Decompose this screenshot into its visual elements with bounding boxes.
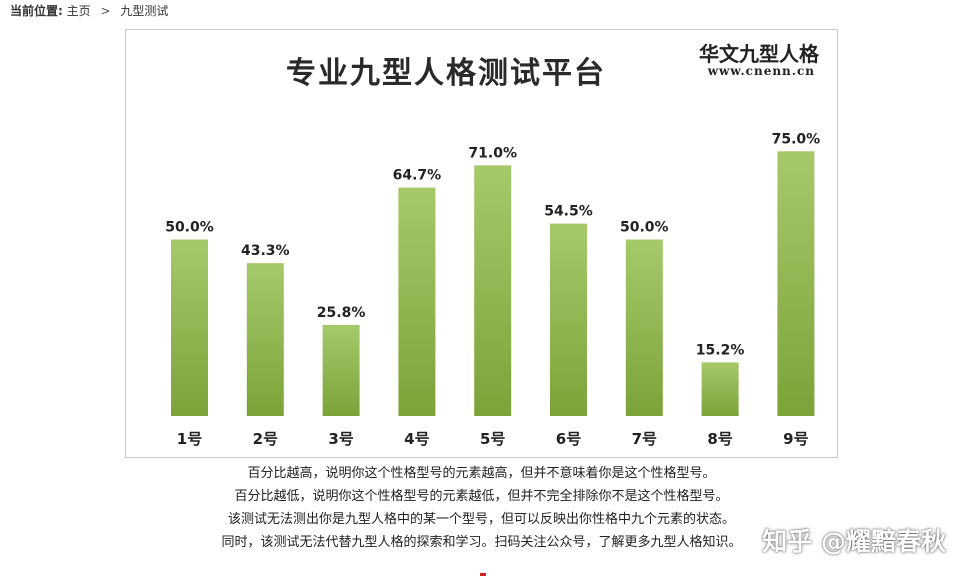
bar-5 <box>474 165 512 416</box>
x-tick-label: 4号 <box>404 430 429 448</box>
bar-1 <box>171 239 208 416</box>
x-tick-label: 1号 <box>177 430 202 448</box>
breadcrumb: 当前位置: 主页 > 九型测试 <box>10 2 168 19</box>
footer-line: 该测试无法测出你是九型人格中的某一个型号，但可以反映出你性格中九个元素的状态。 <box>227 512 735 527</box>
data-label: 54.5% <box>544 204 593 220</box>
bar-chart: 50.0% 1号 43.3% 2号 25.8% 3号 64.7% 4号 71.0% 5号 54.5%… <box>165 131 821 448</box>
x-tick-label: 5号 <box>480 430 505 448</box>
x-tick-label: 3号 <box>328 430 353 448</box>
breadcrumb-separator: > <box>100 4 111 18</box>
bar-9 <box>777 151 815 416</box>
data-label: 43.3% <box>241 243 290 259</box>
zhihu-watermark: 知乎 @耀黯春秋 <box>762 527 946 556</box>
chart-title: 专业九型人格测试平台 <box>286 56 606 91</box>
x-tick-label: 6号 <box>556 430 581 448</box>
bar-6 <box>550 223 587 416</box>
data-label: 50.0% <box>165 220 214 236</box>
breadcrumb-label: 当前位置: <box>10 4 63 18</box>
breadcrumb-home-link[interactable]: 主页 <box>66 4 91 18</box>
footer-line: 百分比越高，说明你这个性格型号的元素越高，但并不意味着你是这个性格型号。 <box>247 466 716 481</box>
brand-name: 华文九型人格 <box>699 42 819 66</box>
x-tick-label: 8号 <box>707 430 732 448</box>
data-label: 50.0% <box>620 220 669 236</box>
x-tick-label: 7号 <box>632 430 657 448</box>
data-label: 15.2% <box>696 342 745 358</box>
bar-2 <box>246 263 284 416</box>
bar-4 <box>398 187 436 416</box>
data-label: 64.7% <box>393 168 442 184</box>
bar-7 <box>625 239 663 416</box>
footer-line: 同时，该测试无法代替九型人格的探索和学习。扫码关注公众号，了解更多九型人格知识。 <box>221 535 742 550</box>
data-label: 75.0% <box>772 131 821 147</box>
bar-3 <box>322 324 360 416</box>
breadcrumb-current: 九型测试 <box>120 4 169 18</box>
x-tick-label: 9号 <box>783 430 808 448</box>
x-tick-label: 2号 <box>253 430 278 448</box>
chart-image: 专业九型人格测试平台 华文九型人格 www.cnenn.cn 50.0% 1号 43… <box>125 29 838 458</box>
red-mark <box>480 573 486 576</box>
data-label: 71.0% <box>468 145 517 161</box>
brand-url: www.cnenn.cn <box>707 64 815 78</box>
bar-8 <box>701 362 739 416</box>
footer-line: 百分比越低，说明你这个性格型号的元素越低，但并不完全排除你不是这个性格型号。 <box>234 489 729 504</box>
data-label: 25.8% <box>317 305 366 321</box>
footer-notes: 百分比越高，说明你这个性格型号的元素越高，但并不意味着你是这个性格型号。 百分比… <box>125 462 838 554</box>
